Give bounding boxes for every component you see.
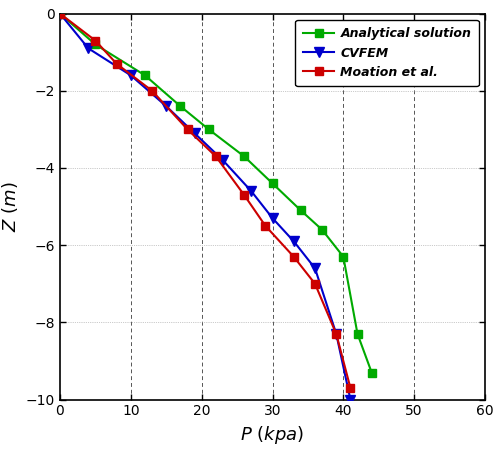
CVFEM [57,11,63,16]
Analytical solution [319,227,325,232]
Moation et al. [149,88,155,94]
CVFEM [270,216,276,221]
CVFEM [163,104,169,109]
CVFEM [348,397,354,402]
Analytical solution [206,127,212,132]
Analytical solution [340,254,346,260]
Line: Analytical solution: Analytical solution [56,10,376,377]
Moation et al. [333,331,339,337]
CVFEM [333,331,339,337]
Line: Moation et al.: Moation et al. [56,10,354,392]
Analytical solution [241,153,247,159]
Moation et al. [262,223,268,228]
Analytical solution [142,73,148,78]
CVFEM [248,188,254,194]
Analytical solution [354,331,360,337]
Moation et al. [291,254,297,260]
Moation et al. [241,192,247,198]
Analytical solution [57,11,63,16]
Moation et al. [213,153,219,159]
Line: CVFEM: CVFEM [55,9,356,405]
Y-axis label: $\mathbf{\mathit{Z}}\ \mathbf{\mathit{(m)}}$: $\mathbf{\mathit{Z}}\ \mathbf{\mathit{(m… [0,181,20,232]
CVFEM [220,158,226,163]
CVFEM [192,131,198,136]
Analytical solution [270,181,276,186]
Moation et al. [184,127,190,132]
Moation et al. [348,385,354,390]
CVFEM [291,239,297,244]
Analytical solution [298,207,304,213]
CVFEM [128,73,134,78]
Analytical solution [178,104,184,109]
Moation et al. [114,61,119,66]
X-axis label: $\mathbf{\mathit{P}}\ \mathbf{\mathit{(kpa)}}$: $\mathbf{\mathit{P}}\ \mathbf{\mathit{(k… [240,424,304,446]
Moation et al. [57,11,63,16]
Legend: Analytical solution, CVFEM, Moation et al.: Analytical solution, CVFEM, Moation et a… [296,20,479,86]
Analytical solution [92,42,98,47]
CVFEM [312,266,318,271]
Analytical solution [368,370,374,375]
CVFEM [86,45,91,51]
Moation et al. [92,38,98,43]
Moation et al. [312,281,318,286]
